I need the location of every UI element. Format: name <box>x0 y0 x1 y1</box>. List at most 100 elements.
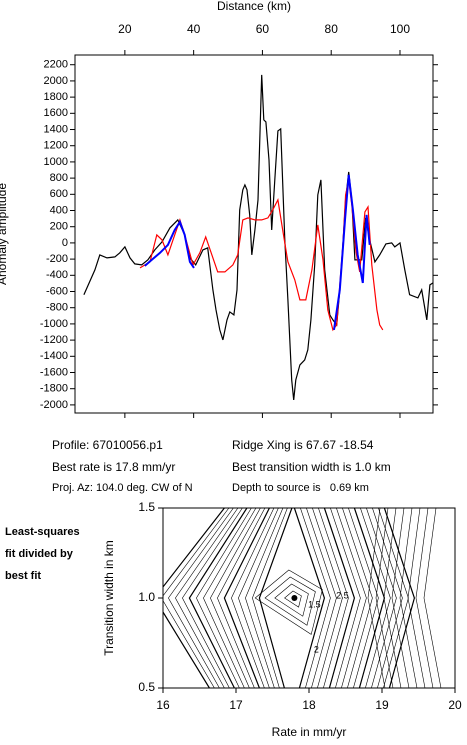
contour-line <box>378 508 409 688</box>
y-axis-title: Transition width in km <box>102 540 116 656</box>
contour-line <box>342 508 373 688</box>
contour-line <box>375 508 394 688</box>
contour-line <box>366 508 397 688</box>
side-label: best fit <box>5 570 41 582</box>
y-tick-label: -1800 <box>40 383 68 395</box>
plot-frame <box>74 54 434 414</box>
y-tick-label: 1200 <box>44 140 68 152</box>
info-text: Best transition width is 1.0 km <box>232 460 391 474</box>
contour-line <box>293 508 326 688</box>
contour-line <box>210 508 261 688</box>
x-tick-label: 17 <box>229 698 243 712</box>
plot-frame <box>162 507 456 689</box>
contour-line <box>407 508 426 688</box>
data-line <box>144 219 195 269</box>
contour-line <box>312 508 343 688</box>
contour-line <box>238 508 279 688</box>
y-tick-label: 1800 <box>44 91 68 103</box>
contour-line <box>231 508 275 688</box>
contour-label: 2.5 <box>336 590 349 600</box>
y-axis-title: Anomaly amplitude <box>0 183 9 285</box>
contour-line <box>245 508 284 688</box>
y-tick-label: 600 <box>50 188 68 200</box>
data-line <box>333 174 371 331</box>
contour-line <box>264 576 316 626</box>
y-tick-label: 1600 <box>44 107 68 119</box>
y-tick-label: -400 <box>46 269 68 281</box>
y-tick-label: 1.0 <box>138 590 155 604</box>
side-label: Least-squares <box>5 526 80 538</box>
contour-line <box>300 508 331 688</box>
x-axis-title: Distance (km) <box>217 0 291 13</box>
y-tick-label: -1600 <box>40 366 68 378</box>
y-tick-label: 200 <box>50 221 68 233</box>
contour-line <box>252 508 288 688</box>
contour-line <box>330 508 361 688</box>
contour-line <box>217 508 266 688</box>
contour-line <box>258 508 293 688</box>
contour-line <box>203 508 257 688</box>
contour-line <box>168 508 234 688</box>
x-tick-label: 18 <box>302 698 316 712</box>
contour-line <box>223 508 270 688</box>
x-tick-label: 100 <box>390 22 410 36</box>
y-tick-label: 800 <box>50 172 68 184</box>
side-label: fit divided by <box>5 548 74 560</box>
y-tick-label: 0 <box>62 237 68 249</box>
contour-line <box>323 508 356 688</box>
x-tick-label: 16 <box>156 698 170 712</box>
contour-label: 2 <box>314 644 319 654</box>
x-tick-label: 20 <box>118 22 132 36</box>
info-text: Depth to source is 0.69 km <box>232 482 369 494</box>
x-tick-label: 19 <box>375 698 389 712</box>
y-tick-label: -2000 <box>40 399 68 411</box>
y-tick-label: 400 <box>50 204 68 216</box>
contour-line <box>372 508 403 688</box>
y-tick-label: -1000 <box>40 318 68 330</box>
contour-line <box>367 508 386 688</box>
y-tick-label: -800 <box>46 302 68 314</box>
contour-line <box>182 508 243 688</box>
best-fit-point <box>291 595 298 601</box>
y-tick-label: 2200 <box>44 59 68 71</box>
y-tick-label: -1200 <box>40 334 68 346</box>
info-text: Profile: 67010056.p1 <box>52 438 163 452</box>
y-tick-label: -600 <box>46 285 68 297</box>
x-tick-label: 80 <box>325 22 339 36</box>
y-tick-label: -1400 <box>40 350 68 362</box>
contour-lines <box>163 508 442 688</box>
y-tick-label: 1000 <box>44 156 68 168</box>
x-tick-label: 20 <box>448 698 462 712</box>
contour-line <box>306 508 337 688</box>
y-tick-label: 2000 <box>44 75 68 87</box>
contour-line <box>423 508 442 688</box>
info-text: Ridge Xing is 67.67 -18.54 <box>232 438 374 452</box>
contour-line <box>163 508 225 688</box>
contour-line <box>188 508 248 688</box>
contour-line <box>196 508 252 688</box>
contour-line <box>383 508 402 688</box>
y-tick-label: 1.5 <box>138 500 155 514</box>
y-tick-label: 1400 <box>44 123 68 135</box>
contour-line <box>391 508 410 688</box>
contour-line <box>415 508 434 688</box>
contour-label: 1.5 <box>308 599 321 609</box>
info-text: Proj. Az: 104.0 deg. CW of N <box>52 482 193 494</box>
x-tick-label: 60 <box>256 22 270 36</box>
contour-line <box>254 569 323 635</box>
data-line <box>83 74 434 400</box>
contour-line <box>348 508 379 688</box>
contour-line <box>353 508 386 688</box>
contour-line <box>336 508 367 688</box>
contour-line <box>284 590 302 608</box>
contour-line <box>175 508 239 688</box>
contour-line <box>383 508 416 688</box>
x-axis-title: Rate in mm/yr <box>272 725 347 739</box>
contour-line <box>360 508 391 688</box>
contour-line <box>163 508 230 688</box>
contour-line <box>318 508 349 688</box>
x-tick-label: 40 <box>187 22 201 36</box>
y-tick-label: 0.5 <box>138 680 155 694</box>
contour-line <box>274 583 309 617</box>
